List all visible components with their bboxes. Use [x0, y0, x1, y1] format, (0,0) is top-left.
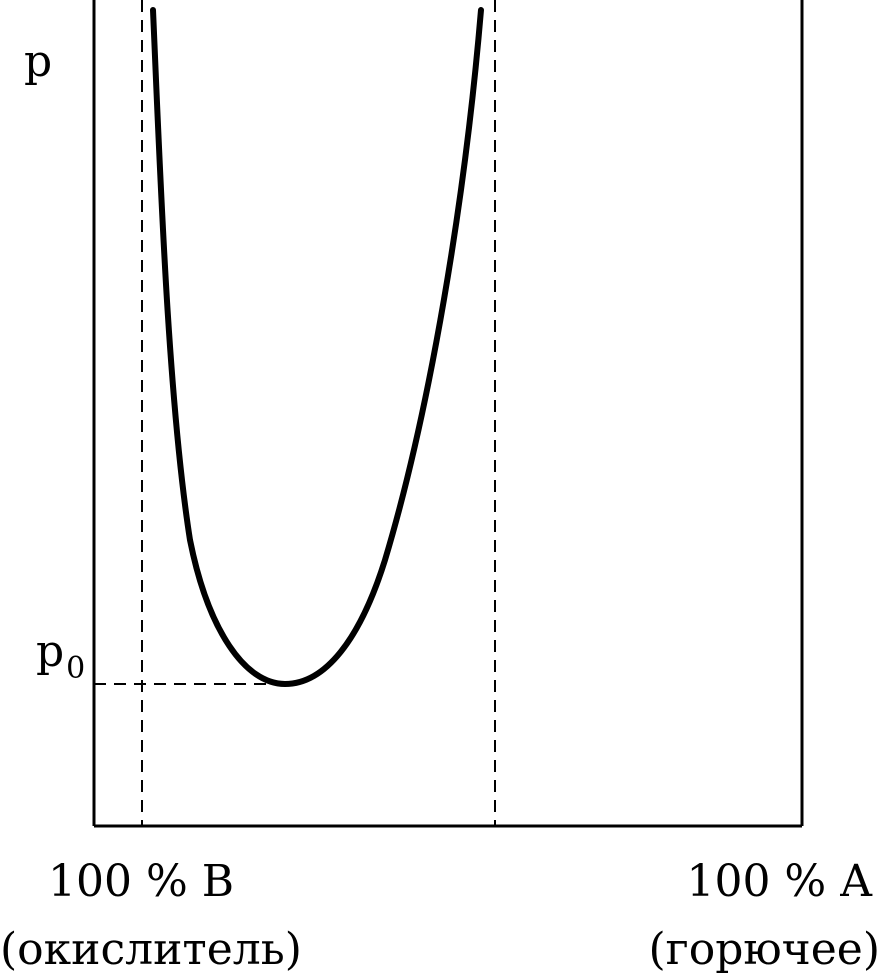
- min-pressure-symbol: p: [36, 626, 65, 677]
- left-composition-sublabel: (окислитель): [0, 924, 302, 975]
- min-pressure-label: p0: [36, 630, 85, 684]
- right-composition-label: 100 % A: [686, 856, 872, 907]
- right-composition-sublabel: (горючее): [648, 924, 880, 975]
- left-composition-label: 100 % B: [48, 856, 235, 907]
- min-pressure-subscript: 0: [66, 651, 86, 686]
- y-axis-label: p: [24, 36, 53, 87]
- ignition-limit-curve: [150, 7, 484, 688]
